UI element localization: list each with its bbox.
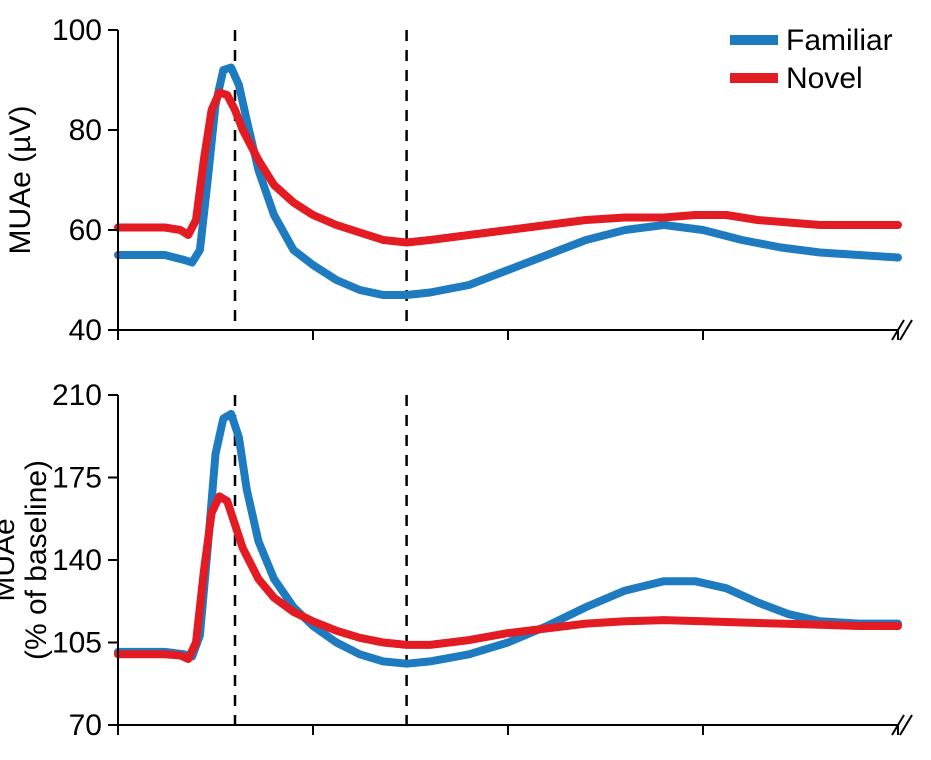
ytick-label: 100 [52, 14, 102, 47]
legend-label-familiar: Familiar [786, 24, 893, 57]
ytick-label: 210 [52, 379, 102, 412]
panel-top: 40 60 80 100 MUAe (µV) [4, 14, 912, 347]
y-axis-label: MUAe [0, 518, 21, 601]
ytick-label: 80 [69, 114, 102, 147]
chart-figure: 40 60 80 100 MUAe (µV) 70 105 140 175 210 MUAe(% o… [0, 0, 931, 760]
ytick-label: 105 [52, 627, 102, 660]
y-axis-label: MUAe (µV) [4, 106, 37, 255]
ytick-label: 140 [52, 544, 102, 577]
legend: Familiar Novel [730, 24, 893, 95]
panel-bottom: 70 105 140 175 210 MUAe(% of baseline) [0, 379, 912, 742]
chart-svg: 40 60 80 100 MUAe (µV) 70 105 140 175 210 MUAe(% o… [0, 0, 931, 760]
ytick-label: 70 [69, 709, 102, 742]
ytick-label: 60 [69, 214, 102, 247]
ytick-label: 175 [52, 462, 102, 495]
ytick-label: 40 [69, 314, 102, 347]
legend-label-novel: Novel [786, 62, 863, 95]
y-axis-label: (% of baseline) [20, 460, 53, 660]
